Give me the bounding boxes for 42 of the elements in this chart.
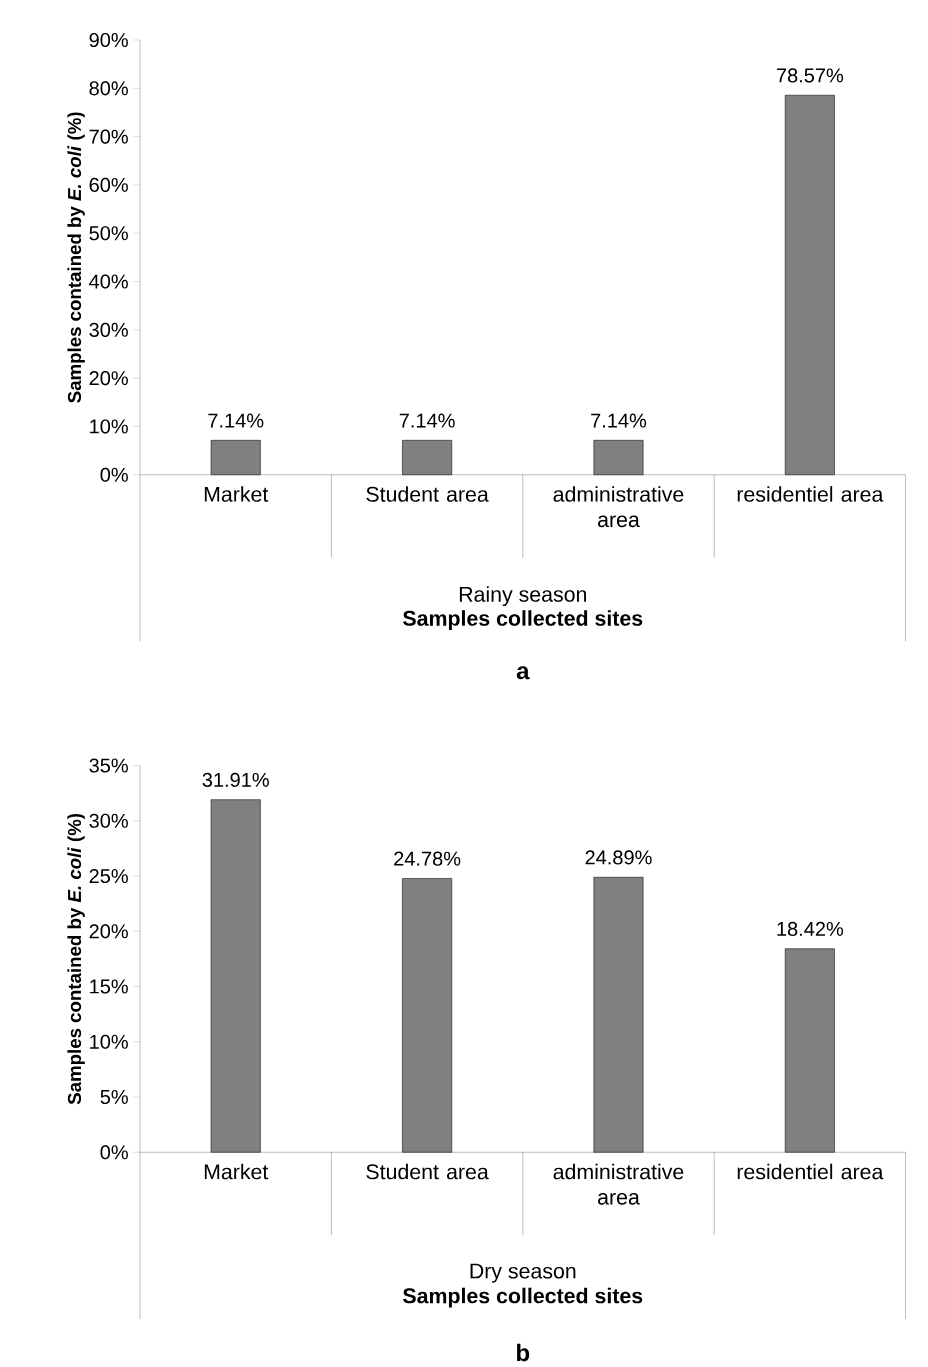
y-tick-label: 70% [89, 129, 128, 144]
x-tick-label: administrative area [553, 1163, 684, 1205]
text: Dry season [470, 1263, 576, 1283]
x-tick-label: residentiel area [737, 1163, 884, 1180]
x-tick-label: administrative area [553, 486, 684, 528]
x-axis-title: Samples collected sites [402, 610, 643, 631]
y-tick-label: 0% [100, 1145, 128, 1160]
data-label: 31.91% [202, 772, 269, 787]
data-label: 24.78% [394, 851, 461, 866]
data-label: 7.14% [208, 413, 264, 428]
y-tick-label: 10% [90, 1034, 128, 1049]
y-tick-label: 5% [100, 1090, 128, 1105]
y-tick-label: 0% [100, 467, 128, 482]
y-tick-label: 35% [89, 758, 128, 773]
x-tick-label: residentiel area [737, 486, 884, 502]
y-tick-label: 15% [90, 979, 128, 994]
x-tick-label: Student area [366, 486, 489, 502]
x-tick-label: Student area [366, 1163, 489, 1180]
y-tick-label: 30% [89, 322, 128, 337]
y-tick-label: 30% [89, 813, 128, 828]
y-tick-label: 20% [89, 371, 128, 386]
y-tick-label: 80% [89, 81, 128, 96]
text: Rainy season [459, 586, 586, 607]
y-tick-label: 40% [88, 274, 128, 289]
y-tick-label: 90% [89, 32, 128, 48]
y-tick-label: 20% [89, 924, 128, 939]
data-label: 7.14% [591, 413, 647, 428]
y-tick-label: 50% [89, 226, 128, 241]
x-axis-title: Samples collected sites [402, 1287, 643, 1308]
text: a [516, 666, 530, 680]
data-label: 18.42% [777, 921, 843, 937]
data-label: 7.14% [399, 413, 455, 428]
y-tick-label: 10% [90, 419, 128, 434]
x-tick-label: Market [204, 486, 269, 502]
text: Samples contained by E. coli (%) [67, 813, 85, 1105]
text: b [516, 1343, 530, 1362]
data-label: 24.89% [585, 850, 652, 865]
x-tick-label: Market [204, 1163, 269, 1180]
y-tick-label: 25% [89, 868, 128, 884]
y-tick-label: 60% [89, 177, 128, 193]
text: Samples contained by E. coli (%) [67, 112, 85, 403]
data-label: 78.57% [776, 68, 843, 83]
